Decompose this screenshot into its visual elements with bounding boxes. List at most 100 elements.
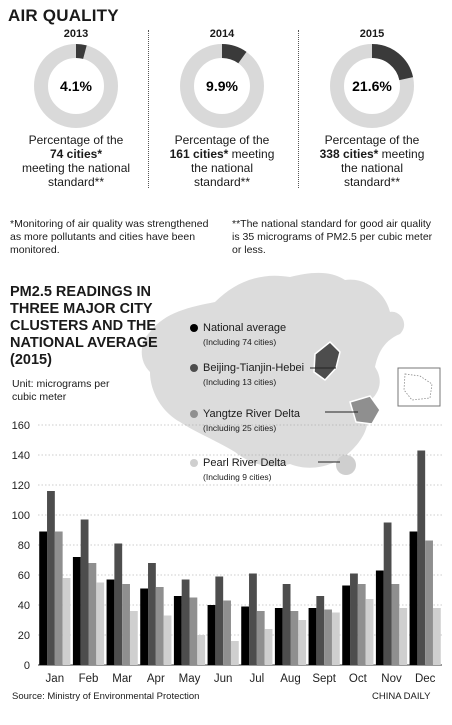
bar-yangtze-river-delta (256, 611, 265, 665)
x-tick-label: Feb (79, 673, 99, 685)
bar-pearl-river-delta (399, 608, 408, 665)
caption-lead: Percentage of the (174, 133, 270, 147)
bar-beijing-tianjin-hebei (80, 519, 89, 665)
bar-pearl-river-delta (264, 629, 273, 665)
y-tick-label: 0 (24, 660, 30, 672)
donut-share-arc (371, 44, 414, 81)
bar-beijing-tianjin-hebei (47, 491, 55, 665)
y-tick-label: 20 (18, 630, 30, 642)
caption-rest: the national standard** (190, 161, 254, 189)
bar-national-average (409, 531, 418, 665)
bar-pearl-river-delta (197, 635, 206, 665)
donut-year: 2015 (359, 28, 385, 40)
bar-national-average (308, 608, 317, 665)
bar-national-average (39, 531, 48, 665)
bar-national-average (173, 596, 182, 665)
x-tick-label: Jun (214, 673, 233, 685)
x-tick-label: Jan (46, 673, 65, 685)
bar-beijing-tianjin-hebei (215, 576, 224, 665)
caption-rest: the national standard** (340, 161, 404, 189)
publisher-credit: CHINA DAILY (372, 691, 431, 702)
y-tick-label: 100 (12, 510, 30, 522)
y-tick-label: 140 (12, 450, 30, 462)
bar-beijing-tianjin-hebei (114, 543, 123, 665)
pm25-chart-title: PM2.5 READINGS IN THREE MAJOR CITY CLUST… (10, 284, 158, 368)
caption-inline: meeting (228, 147, 275, 161)
donut-percent-label: 21.6% (352, 78, 392, 94)
x-tick-label: Apr (147, 673, 165, 685)
donut-chart-2013: 4.1% (34, 43, 118, 128)
bar-national-average (72, 557, 81, 665)
caption-cities: 161 cities* (169, 147, 229, 161)
x-tick-label: Dec (415, 673, 436, 685)
x-tick-label: Jul (249, 673, 264, 685)
legend-label: Beijing-Tianjin-Hebei (203, 362, 305, 374)
legend-swatch (190, 459, 198, 467)
donut-chart-2015: 21.6% (330, 44, 414, 128)
panel-divider (148, 30, 149, 188)
bar-national-average (241, 606, 250, 665)
donut-year: 2014 (209, 28, 235, 40)
legend-swatch (190, 364, 198, 372)
legend-swatch (190, 324, 198, 332)
air-quality-title: AIR QUALITY (8, 6, 119, 25)
caption-cities: 338 cities* (319, 147, 379, 161)
bar-yangtze-river-delta (88, 563, 97, 665)
pm25-bar-chart: 0 20 40 60 80 100 120 140 160 Jan Feb Mar Apr May Jun J… (12, 420, 442, 685)
caption-cities: 74 cities* (49, 147, 103, 161)
donut-caption: Percentage of the 74 cities* meeting the… (1, 133, 151, 189)
x-tick-label: Aug (280, 673, 300, 685)
bar-pearl-river-delta (163, 615, 172, 665)
south-china-sea-inset (397, 367, 441, 407)
pearl-river-delta-region (336, 455, 356, 475)
donut-percent-label: 4.1% (60, 78, 92, 94)
caption-lead: Percentage of the (28, 133, 124, 147)
bar-national-average (274, 608, 283, 665)
donut-share-arc (75, 43, 87, 59)
x-tick-label: Sept (312, 673, 336, 685)
standard-footnote: **The national standard for good air qua… (232, 218, 433, 256)
bar-pearl-river-delta (432, 608, 441, 665)
bar-beijing-tianjin-hebei (383, 522, 392, 665)
bar-yangtze-river-delta (189, 597, 198, 665)
donut-share-arc (221, 44, 247, 64)
bar-pearl-river-delta (298, 620, 307, 665)
bar-beijing-tianjin-hebei (350, 573, 358, 665)
yangtze-river-delta-region (349, 395, 381, 425)
donut-panel-2013: 2013 4.1% Percentage of the 74 cities* m… (1, 28, 151, 189)
caption-rest: meeting the national standard** (21, 161, 131, 189)
legend-swatch (190, 410, 198, 418)
bar-pearl-river-delta (96, 582, 105, 665)
y-tick-label: 60 (18, 570, 30, 582)
china-outline (141, 272, 405, 468)
y-tick-label: 120 (12, 480, 30, 492)
bar-yangtze-river-delta (155, 587, 164, 665)
bar-yangtze-river-delta (122, 584, 130, 665)
legend-label: Pearl River Delta (203, 457, 287, 469)
x-tick-label: Nov (381, 673, 402, 685)
bar-yangtze-river-delta (324, 609, 332, 665)
donut-caption: Percentage of the 338 cities* meeting th… (297, 133, 447, 189)
bar-pearl-river-delta (129, 611, 138, 665)
legend-note: (Including 13 cities) (203, 377, 277, 387)
donut-panel-2015: 2015 21.6% Percentage of the 338 cities*… (297, 28, 447, 189)
bar-beijing-tianjin-hebei (148, 563, 156, 665)
bar-yangtze-river-delta (223, 600, 231, 665)
bar-beijing-tianjin-hebei (316, 596, 325, 665)
bar-pearl-river-delta (230, 641, 239, 665)
china-map-illustration (141, 272, 441, 475)
y-tick-label: 80 (18, 540, 30, 552)
caption-inline: meeting (378, 147, 425, 161)
donut-year: 2013 (63, 28, 89, 40)
legend-note: (Including 74 cities) (203, 337, 277, 347)
x-tick-label: Oct (349, 673, 368, 685)
x-tick-label: May (179, 673, 201, 685)
donut-panel-2014: 2014 9.9% Percentage of the 161 cities* … (147, 28, 297, 189)
bar-national-average (342, 585, 351, 665)
bar-yangtze-river-delta (54, 531, 63, 665)
legend-note: (Including 9 cities) (203, 472, 272, 482)
bar-national-average (140, 588, 149, 665)
bar-beijing-tianjin-hebei (249, 573, 257, 665)
bar-beijing-tianjin-hebei (417, 450, 426, 665)
bar-beijing-tianjin-hebei (282, 584, 291, 665)
